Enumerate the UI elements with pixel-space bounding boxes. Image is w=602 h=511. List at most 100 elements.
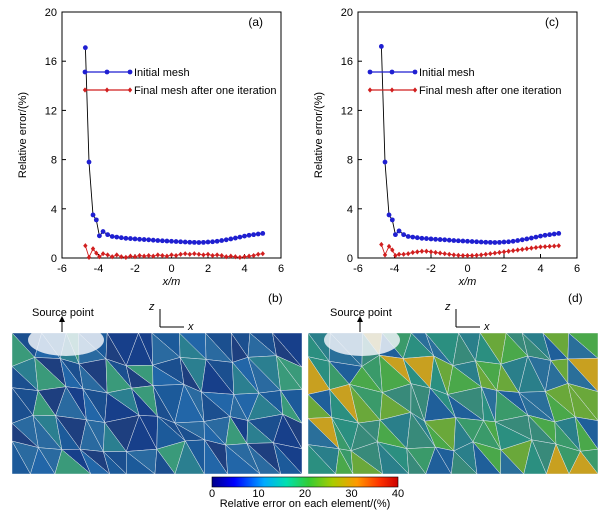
data-point xyxy=(379,241,384,248)
legend-marker xyxy=(82,69,88,75)
data-point xyxy=(201,252,206,258)
data-point xyxy=(232,235,238,241)
mesh-element xyxy=(546,443,570,474)
data-point xyxy=(223,237,229,243)
data-point xyxy=(187,239,193,245)
mesh-element xyxy=(451,450,478,474)
data-point xyxy=(424,248,429,254)
panel-label: (c) xyxy=(545,15,559,29)
data-point xyxy=(414,235,420,241)
legend-marker xyxy=(389,69,395,75)
data-point xyxy=(455,238,461,244)
y-tick-label: 20 xyxy=(341,7,353,19)
data-point xyxy=(196,251,202,257)
legend-marker xyxy=(412,87,418,93)
data-point xyxy=(447,251,452,257)
data-point xyxy=(173,239,179,244)
mesh-element xyxy=(12,440,31,474)
y-tick-label: 16 xyxy=(45,56,57,68)
data-point xyxy=(105,252,110,258)
y-tick-label: 8 xyxy=(347,155,353,167)
legend-marker xyxy=(367,69,373,75)
mesh-d-body xyxy=(308,333,598,474)
data-point xyxy=(251,232,257,238)
data-point xyxy=(201,239,206,245)
data-point xyxy=(492,240,498,245)
mesh-element xyxy=(350,450,384,474)
data-point xyxy=(501,249,507,255)
data-point xyxy=(210,239,215,245)
y-tick-label: 8 xyxy=(51,155,57,167)
data-point xyxy=(246,253,252,259)
data-point xyxy=(97,254,102,260)
data-point xyxy=(469,239,475,244)
data-point xyxy=(419,235,425,241)
legend-marker xyxy=(104,69,110,75)
mesh-element xyxy=(225,444,261,474)
source-point-arrowhead xyxy=(59,316,65,322)
mesh-element xyxy=(568,450,598,474)
data-point xyxy=(137,252,142,259)
data-point xyxy=(478,252,484,258)
data-point xyxy=(542,244,548,250)
data-point xyxy=(114,252,119,258)
axis-z-label: z xyxy=(148,301,155,313)
data-point xyxy=(465,252,470,259)
data-point xyxy=(506,248,511,254)
data-point xyxy=(178,251,183,257)
data-point xyxy=(100,251,106,257)
colorbar-tick-label: 20 xyxy=(299,488,311,500)
data-point xyxy=(451,252,457,258)
data-point xyxy=(460,252,466,259)
colorbar-tick-label: 10 xyxy=(252,488,264,500)
data-point xyxy=(86,159,92,165)
x-axis-label: x/m xyxy=(162,276,181,288)
data-point xyxy=(460,238,466,244)
data-point xyxy=(251,252,256,259)
data-point xyxy=(483,251,488,257)
data-point xyxy=(205,239,211,245)
data-point xyxy=(228,236,234,242)
data-point xyxy=(533,234,539,240)
y-axis-label: Relative error/(%) xyxy=(313,92,325,178)
mesh-element xyxy=(335,448,354,474)
data-point xyxy=(533,244,539,251)
data-point xyxy=(100,229,106,234)
data-point xyxy=(169,238,174,244)
mesh-element xyxy=(377,441,410,474)
data-point xyxy=(242,233,247,239)
legend-entry: Final mesh after one iteration xyxy=(134,85,276,97)
axis-z-label: z xyxy=(444,301,451,313)
data-point xyxy=(410,234,416,240)
data-point xyxy=(474,239,480,245)
data-point xyxy=(219,252,224,259)
data-point xyxy=(164,238,170,244)
x-tick-label: -6 xyxy=(57,263,67,275)
legend-marker xyxy=(127,87,133,93)
data-point xyxy=(192,251,197,257)
data-point xyxy=(410,249,415,256)
colorbar-title: Relative error on each element/(%) xyxy=(220,498,391,510)
mesh-element xyxy=(425,446,452,474)
data-point xyxy=(538,233,543,239)
data-point xyxy=(446,237,452,243)
data-point xyxy=(155,252,161,258)
data-point xyxy=(151,253,156,259)
mesh-element xyxy=(406,447,427,474)
data-point xyxy=(182,239,188,245)
data-point xyxy=(393,232,398,238)
data-point xyxy=(478,239,484,245)
data-point xyxy=(465,238,470,244)
source-point-arrowhead xyxy=(357,316,363,322)
x-axis-label: x/m xyxy=(458,276,477,288)
mesh-element xyxy=(126,450,156,474)
mesh-element xyxy=(523,439,547,474)
data-point xyxy=(109,234,115,239)
legend-entry: Final mesh after one iteration xyxy=(419,85,561,97)
mesh-element xyxy=(472,441,501,474)
data-point xyxy=(396,228,402,234)
data-point xyxy=(401,251,406,257)
x-tick-label: -2 xyxy=(426,263,436,275)
data-point xyxy=(128,253,133,259)
